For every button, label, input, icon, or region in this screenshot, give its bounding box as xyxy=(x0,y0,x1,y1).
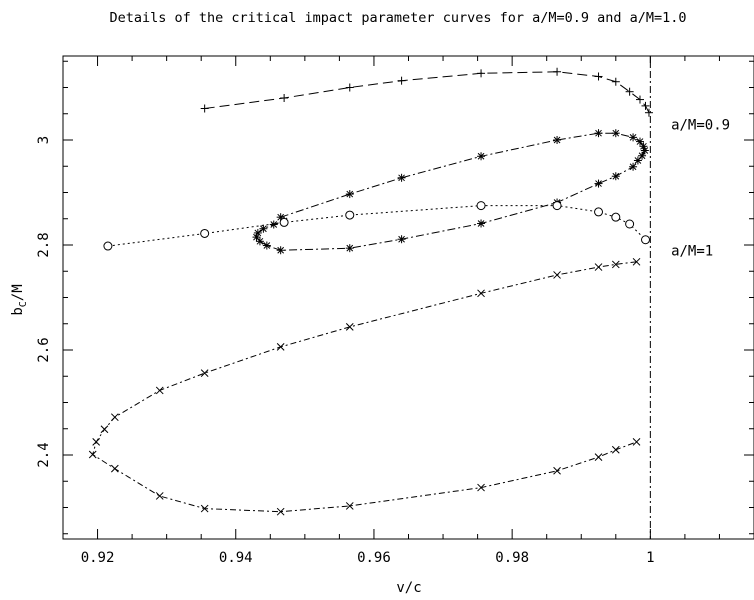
series-line-plus xyxy=(204,71,650,113)
axis-ticks: 0.92 0.94 0.96 0.98 1 2.4 2.6 2.8 3 xyxy=(36,56,754,566)
data-point-x xyxy=(92,438,101,446)
data-point-star xyxy=(397,235,406,244)
y-tick-label: 2.6 xyxy=(36,337,52,362)
data-point-star xyxy=(253,228,262,237)
data-point-star xyxy=(345,244,354,253)
data-point-x xyxy=(200,369,209,377)
data-point-star xyxy=(611,172,620,181)
data-point-x xyxy=(100,425,109,434)
data-point-plus xyxy=(280,94,289,102)
data-point-star xyxy=(269,220,278,229)
data-point-x xyxy=(611,260,620,269)
data-point-circle xyxy=(594,207,604,217)
data-point-plus xyxy=(641,101,650,110)
data-point-x xyxy=(345,502,354,510)
x-tick-label: 1 xyxy=(646,550,654,566)
x-tick-label: 0.98 xyxy=(495,550,529,566)
data-point-plus xyxy=(625,87,634,96)
series-annotation: a/M=0.9 xyxy=(671,117,730,133)
data-point-plus xyxy=(345,83,354,92)
x-tick-label: 0.94 xyxy=(219,550,253,566)
data-point-x xyxy=(110,413,119,422)
series-annotation: a/M=1 xyxy=(671,243,713,259)
series-group xyxy=(88,67,653,516)
data-point-star xyxy=(633,156,642,165)
data-point-x xyxy=(632,438,641,446)
annotations: a/M=0.9 a/M=1 xyxy=(671,117,730,259)
data-point-x xyxy=(345,323,354,331)
data-point-plus xyxy=(644,108,653,117)
data-point-circle xyxy=(641,235,651,245)
data-point-x xyxy=(88,450,97,459)
data-point-star xyxy=(477,219,486,228)
data-point-x xyxy=(611,445,620,454)
data-point-x xyxy=(553,271,561,279)
data-point-circle xyxy=(345,210,355,220)
data-point-circle xyxy=(476,201,486,211)
data-point-star xyxy=(477,152,486,161)
data-point-x xyxy=(594,263,603,271)
data-point-star xyxy=(629,162,638,171)
x-tick-label: 0.96 xyxy=(357,550,391,566)
chart-title: Details of the critical impact parameter… xyxy=(109,10,686,26)
data-point-star xyxy=(594,179,603,188)
y-tick-label: 2.8 xyxy=(36,232,52,257)
data-point-x xyxy=(632,257,641,266)
data-point-x xyxy=(594,453,603,461)
data-point-circle xyxy=(200,228,210,238)
y-tick-label: 3 xyxy=(36,136,52,144)
y-axis-label-main: b xyxy=(10,307,26,315)
data-point-star xyxy=(553,136,562,144)
data-point-x xyxy=(477,289,485,298)
data-point-x xyxy=(276,342,285,351)
y-axis-label-subscript: C xyxy=(18,301,29,307)
y-axis-label-tail: /M xyxy=(10,284,26,301)
x-axis-label: v/c xyxy=(396,580,421,596)
data-point-circle xyxy=(552,201,562,211)
data-point-plus xyxy=(611,77,620,86)
data-point-plus xyxy=(635,95,644,104)
data-point-x xyxy=(155,492,164,500)
data-point-star xyxy=(629,133,638,142)
data-point-x xyxy=(553,466,561,475)
data-point-plus xyxy=(397,76,406,85)
data-point-x xyxy=(110,464,119,473)
data-point-star xyxy=(635,137,644,146)
data-point-x xyxy=(200,504,209,513)
data-point-plus xyxy=(594,72,603,81)
data-point-star xyxy=(262,241,271,250)
data-point-circle xyxy=(611,212,621,222)
data-point-star xyxy=(397,173,406,182)
data-point-plus xyxy=(553,67,562,76)
data-point-x xyxy=(276,507,285,516)
data-point-star xyxy=(255,237,264,246)
data-point-star xyxy=(345,190,354,199)
y-axis-label: bC/M xyxy=(10,284,29,315)
data-point-circle xyxy=(625,219,635,229)
data-point-circle xyxy=(279,217,289,227)
data-point-star xyxy=(611,129,620,138)
series-line-x xyxy=(92,261,637,513)
x-tick-label: 0.92 xyxy=(81,550,115,566)
series-line-star xyxy=(255,132,646,251)
data-point-star xyxy=(276,246,285,255)
data-point-plus xyxy=(477,69,486,78)
data-point-x xyxy=(155,386,164,395)
data-point-star xyxy=(259,224,268,233)
data-point-circle xyxy=(103,241,113,251)
data-point-x xyxy=(477,483,485,492)
y-tick-label: 2.4 xyxy=(36,442,52,467)
data-point-plus xyxy=(200,104,209,113)
series-line-circle xyxy=(107,205,646,247)
data-point-star xyxy=(594,129,603,138)
